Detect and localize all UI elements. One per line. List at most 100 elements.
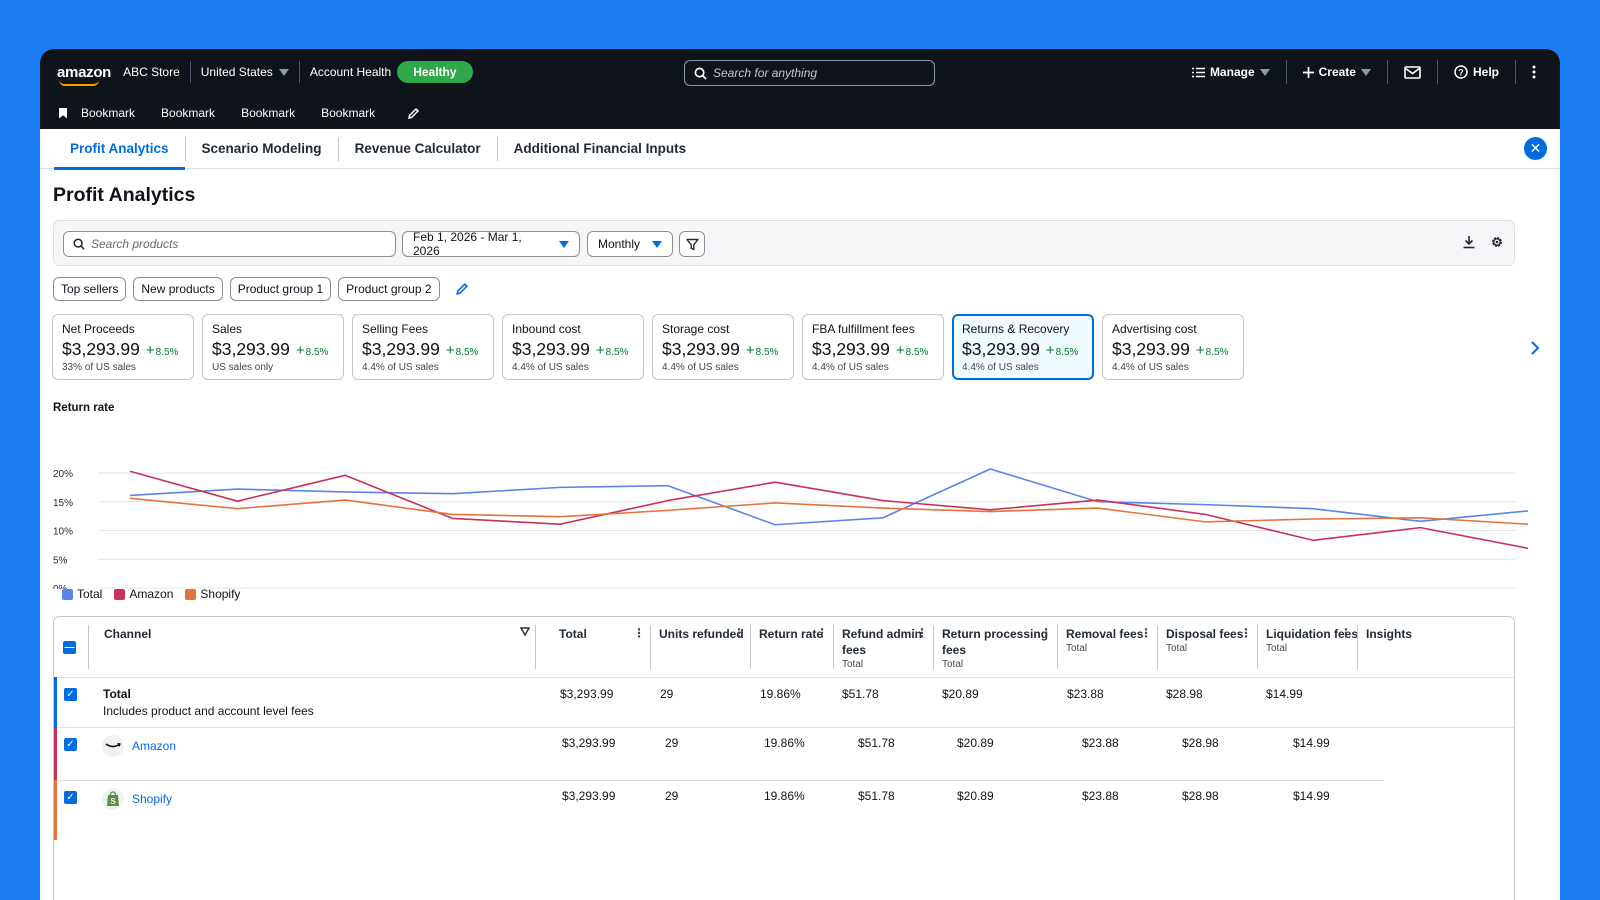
column-menu-icon[interactable]: ⋮	[916, 626, 928, 640]
bookmark-bar: Bookmark Bookmark Bookmark Bookmark	[40, 101, 420, 125]
returns-table: — Channel Total ⋮ Units refunded ⋮ Return rate…	[53, 616, 1515, 900]
sort-down-icon[interactable]	[520, 627, 530, 636]
more-vertical-icon	[1532, 65, 1536, 79]
metric-delta: +8.5%	[296, 342, 329, 359]
date-range-select[interactable]: Feb 1, 2026 - Mar 1, 2026	[402, 230, 580, 258]
metric-card[interactable]: Returns & Recovery $3,293.99 +8.5% 4.4% of …	[952, 314, 1094, 380]
metric-subtext: 4.4% of US sales	[1112, 362, 1189, 373]
search-icon	[694, 67, 707, 80]
chip-product-group-1[interactable]: Product group 1	[229, 277, 332, 301]
column-header[interactable]: Return rate ⋮	[759, 617, 836, 677]
metric-subtext: 4.4% of US sales	[662, 362, 739, 373]
up-plus-icon: +	[1195, 342, 1205, 359]
bookmark-link[interactable]: Bookmark	[321, 106, 376, 120]
account-health-label[interactable]: Account Health	[309, 65, 392, 79]
column-menu-icon[interactable]: ⋮	[816, 626, 828, 640]
series-line-total	[129, 468, 1529, 526]
column-header[interactable]: Refund admin fees Total ⋮	[842, 617, 936, 677]
product-search-input[interactable]	[91, 237, 381, 251]
metric-delta: +8.5%	[1046, 342, 1079, 359]
row-checkbox[interactable]: ✓	[64, 791, 77, 804]
chevron-right-icon[interactable]	[1530, 339, 1540, 360]
column-header[interactable]: Insights	[1366, 617, 1490, 677]
tab-revenue-calculator[interactable]: Revenue Calculator	[354, 141, 481, 156]
metric-card[interactable]: FBA fulfillment fees $3,293.99 +8.5% 4.4% o…	[802, 314, 944, 380]
column-menu-icon[interactable]: ⋮	[1040, 626, 1052, 640]
cell-removal: $23.88	[1082, 736, 1119, 750]
amazon-logo[interactable]: amazon	[57, 64, 111, 86]
column-title: Refund admin fees	[842, 627, 922, 657]
create-menu[interactable]: Create	[1297, 65, 1377, 79]
gear-icon[interactable]	[1490, 235, 1504, 249]
metric-label: Advertising cost	[1112, 322, 1197, 336]
close-icon[interactable]: ✕	[1524, 137, 1547, 160]
column-header[interactable]: Units refunded ⋮	[659, 617, 753, 677]
bookmark-link[interactable]: Bookmark	[161, 106, 216, 120]
global-search-input[interactable]	[713, 66, 923, 80]
chip-new-products[interactable]: New products	[133, 277, 223, 301]
metric-card[interactable]: Net Proceeds $3,293.99 +8.5% 33% of US sale…	[52, 314, 194, 380]
metric-card[interactable]: Inbound cost $3,293.99 +8.5% 4.4% of US sal…	[502, 314, 644, 380]
date-range-value: Feb 1, 2026 - Mar 1, 2026	[413, 230, 522, 258]
column-header[interactable]: Total ⋮	[559, 617, 653, 677]
metric-label: Selling Fees	[362, 322, 429, 336]
edit-pencil-icon[interactable]	[407, 107, 420, 120]
row-channel-link[interactable]: Amazon	[132, 739, 177, 753]
legend-label: Amazon	[129, 587, 174, 601]
metric-card[interactable]: Selling Fees $3,293.99 +8.5% 4.4% of US sal…	[352, 314, 494, 380]
bookmark-link[interactable]: Bookmark	[241, 106, 296, 120]
column-header[interactable]: Liquidation fees Total ⋮	[1266, 617, 1360, 677]
help-button[interactable]: ? Help	[1448, 65, 1505, 79]
metric-card[interactable]: Advertising cost $3,293.99 +8.5% 4.4% of US…	[1102, 314, 1244, 380]
account-health-badge[interactable]: Healthy	[397, 61, 473, 83]
global-search-box[interactable]	[684, 60, 935, 86]
edit-pencil-icon[interactable]	[455, 282, 469, 296]
legend-item-total[interactable]: Total	[62, 587, 102, 601]
chip-top-sellers[interactable]: Top sellers	[53, 277, 127, 301]
column-menu-icon[interactable]: ⋮	[1140, 626, 1152, 640]
metric-delta: +8.5%	[146, 342, 179, 359]
bookmark-link[interactable]: Bookmark	[81, 106, 136, 120]
manage-menu[interactable]: Manage	[1186, 65, 1276, 79]
metric-delta-value: 8.5%	[455, 347, 479, 358]
cell-removal: $23.88	[1067, 687, 1104, 701]
cell-removal: $23.88	[1082, 789, 1119, 803]
filter-button[interactable]	[679, 231, 705, 257]
metric-card[interactable]: Storage cost $3,293.99 +8.5% 4.4% of US sal…	[652, 314, 794, 380]
column-title: Units refunded	[659, 627, 744, 641]
metric-delta: +8.5%	[896, 342, 929, 359]
store-name[interactable]: ABC Store	[123, 65, 180, 79]
column-header[interactable]: Removal fees Total ⋮	[1066, 617, 1160, 677]
column-header[interactable]: Return processing fees Total ⋮	[942, 617, 1060, 677]
metric-subtext: 4.4% of US sales	[362, 362, 439, 373]
granularity-select[interactable]: Monthly	[587, 231, 673, 257]
column-title: Disposal fees	[1166, 627, 1244, 641]
tab-profit-analytics[interactable]: Profit Analytics	[54, 129, 185, 170]
column-header[interactable]: Disposal fees Total ⋮	[1166, 617, 1260, 677]
product-search-box[interactable]	[63, 231, 396, 257]
country-selector[interactable]: United States	[201, 65, 289, 79]
select-all-checkbox[interactable]: —	[63, 641, 76, 654]
column-menu-icon[interactable]: ⋮	[633, 626, 645, 640]
metric-subtext: 4.4% of US sales	[962, 362, 1039, 373]
messages-button[interactable]	[1398, 65, 1427, 79]
row-channel-link[interactable]: Shopify	[132, 792, 173, 806]
tab-bar: Profit Analytics Scenario Modeling Reven…	[40, 129, 1560, 170]
column-menu-icon[interactable]: ⋮	[733, 626, 745, 640]
legend-item-shopify[interactable]: Shopify	[185, 587, 240, 601]
chip-product-group-2[interactable]: Product group 2	[338, 277, 440, 301]
row-checkbox[interactable]: ✓	[64, 688, 77, 701]
tab-additional-financial-inputs[interactable]: Additional Financial Inputs	[513, 141, 687, 156]
download-icon[interactable]	[1462, 235, 1476, 249]
column-header[interactable]: Channel	[104, 617, 538, 677]
tab-scenario-modeling[interactable]: Scenario Modeling	[201, 141, 322, 156]
more-menu-button[interactable]	[1526, 65, 1542, 79]
metric-subtext: 4.4% of US sales	[512, 362, 589, 373]
column-menu-icon[interactable]: ⋮	[1340, 626, 1352, 640]
metric-label: Net Proceeds	[62, 322, 135, 336]
column-menu-icon[interactable]: ⋮	[1240, 626, 1252, 640]
metric-card[interactable]: Sales $3,293.99 +8.5% US sales only	[202, 314, 344, 380]
metric-label: Sales	[212, 322, 243, 336]
row-checkbox[interactable]: ✓	[64, 738, 77, 751]
legend-item-amazon[interactable]: Amazon	[114, 587, 173, 601]
